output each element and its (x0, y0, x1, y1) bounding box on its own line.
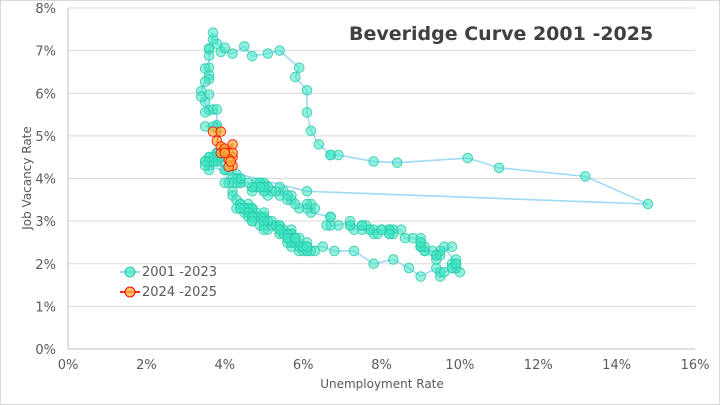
data-point (301, 84, 313, 96)
data-point (199, 160, 211, 172)
data-point (225, 156, 236, 167)
data-point (282, 190, 293, 201)
data-point (289, 232, 301, 244)
data-point (301, 241, 313, 252)
y-tick-label: 8% (35, 2, 56, 17)
legend-marker-2001-2023 (124, 266, 136, 278)
data-point (317, 241, 329, 252)
data-point (344, 215, 356, 227)
data-point (293, 62, 305, 73)
legend: 2001 -2023 2024 -2025 (120, 265, 217, 300)
data-point (329, 245, 340, 257)
data-point (301, 185, 313, 197)
y-tick-label: 6% (35, 87, 56, 102)
data-point (403, 262, 415, 274)
y-axis-label: Job Vacancy Rate (20, 126, 34, 231)
data-point (642, 198, 654, 210)
data-point (493, 162, 505, 174)
data-point (301, 107, 313, 118)
series-2024-2025 (207, 126, 238, 172)
data-point (399, 232, 411, 244)
data-point (313, 139, 325, 150)
data-point (215, 126, 227, 137)
x-tick-label: 14% (602, 358, 631, 373)
data-point (203, 50, 215, 62)
y-tick-label: 2% (35, 258, 56, 273)
data-point (325, 149, 336, 161)
data-point (258, 224, 270, 235)
data-point (246, 50, 258, 62)
data-point (199, 107, 211, 118)
y-tick-label: 5% (35, 130, 56, 145)
legend-marker-2024-2025 (124, 286, 136, 298)
x-tick-label: 6% (293, 358, 314, 373)
data-point (446, 241, 458, 252)
data-point (368, 258, 379, 270)
data-point (207, 27, 219, 39)
y-tick-label: 4% (35, 173, 56, 188)
data-point (376, 224, 387, 235)
x-tick-label: 8% (371, 358, 392, 373)
x-tick-label: 0% (58, 358, 79, 373)
legend-label-2024-2025: 2024 -2025 (142, 285, 217, 300)
data-point (450, 258, 462, 270)
legend-label-2001-2023: 2001 -2023 (142, 265, 217, 280)
data-point (579, 171, 591, 182)
data-point (289, 71, 301, 83)
y-tick-label: 1% (35, 300, 56, 315)
series-2001-2023 (195, 27, 654, 282)
data-point (262, 48, 274, 59)
data-point (274, 224, 285, 235)
y-tick-label: 7% (35, 45, 56, 60)
x-axis-label: Unemployment Rate (320, 377, 444, 391)
x-tick-label: 4% (214, 358, 235, 373)
chart-title: Beveridge Curve 2001 -2025 (349, 23, 653, 45)
data-point (368, 156, 379, 167)
data-point (348, 245, 360, 257)
data-point (415, 271, 426, 282)
y-tick-label: 0% (35, 343, 56, 358)
data-point (391, 157, 403, 169)
x-tick-label: 12% (524, 358, 553, 373)
data-point (321, 220, 332, 231)
data-point (462, 152, 474, 164)
data-point (274, 45, 285, 56)
x-tick-label: 2% (136, 358, 157, 373)
data-point (195, 91, 207, 102)
data-point (219, 177, 231, 189)
data-point (387, 254, 399, 265)
data-point (199, 76, 211, 88)
data-point (239, 41, 250, 52)
data-point (305, 125, 317, 137)
data-point (227, 48, 238, 59)
x-tick-label: 16% (681, 358, 710, 373)
data-point (219, 147, 231, 159)
data-point (325, 211, 336, 223)
data-point (211, 104, 223, 115)
y-tick-label: 3% (35, 215, 56, 230)
x-tick-label: 10% (445, 358, 474, 373)
